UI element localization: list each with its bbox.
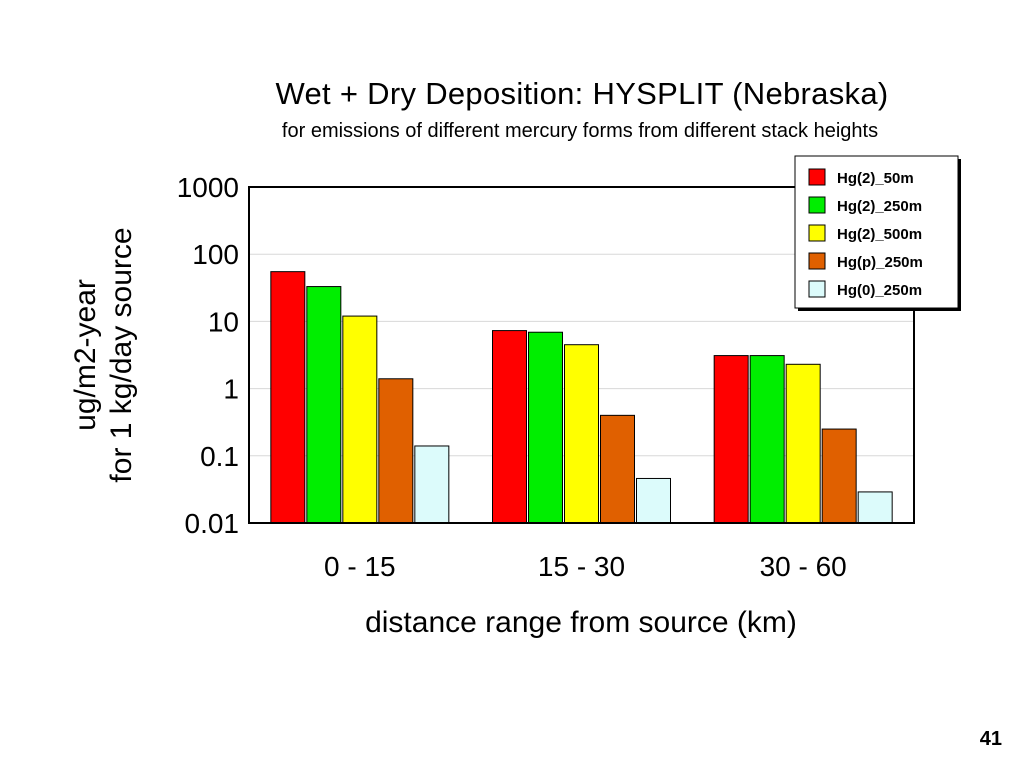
y-axis-ticks: 0.01 0.1 1 10 100 1000: [177, 172, 239, 539]
bar: [528, 331, 563, 524]
legend-swatch: [808, 196, 826, 214]
legend-label: Hg(2)_250m: [837, 198, 922, 215]
bar: [636, 477, 671, 524]
x-tick-label: 15 - 30: [538, 551, 625, 582]
legend-label: Hg(p)_250m: [837, 254, 923, 271]
bar: [713, 355, 749, 524]
bar: [857, 491, 893, 524]
x-axis-title: distance range from source (km): [365, 606, 797, 639]
bar: [749, 355, 785, 524]
bar: [785, 363, 821, 524]
bar: [821, 428, 857, 524]
legend-label: Hg(2)_50m: [837, 170, 914, 187]
bar: [492, 330, 527, 524]
y-axis-title: ug/m2-year for 1 kg/day source: [69, 227, 138, 482]
bar: [414, 445, 450, 524]
page-number: 41: [979, 728, 1002, 750]
y-tick-label: 1000: [177, 172, 239, 203]
x-tick-label: 30 - 60: [760, 551, 847, 582]
y-tick-label: 0.01: [185, 508, 240, 539]
bar: [378, 378, 414, 524]
legend-swatch: [808, 168, 826, 186]
legend-label: Hg(0)_250m: [837, 282, 922, 299]
bar: [564, 344, 599, 524]
y-tick-label: 100: [192, 239, 239, 270]
y-axis-title-line-2: for 1 kg/day source: [105, 227, 138, 482]
bar: [306, 286, 342, 524]
y-axis-title-line-1: ug/m2-year: [69, 279, 102, 431]
legend-swatch: [808, 280, 826, 298]
chart-subtitle: for emissions of different mercury forms…: [281, 120, 879, 142]
y-tick-label: 10: [208, 306, 239, 337]
bar: [342, 315, 378, 524]
legend-swatch: [808, 252, 826, 270]
legend-label: Hg(2)_500m: [837, 226, 922, 243]
plot-area-frame: [248, 186, 915, 524]
chart-title: Wet + Dry Deposition: HYSPLIT (Nebraska): [275, 76, 889, 111]
x-tick-label: 0 - 15: [324, 551, 396, 582]
legend: Hg(2)_50m Hg(2)_250m Hg(2)_500m Hg(p)_250m H…: [794, 155, 961, 311]
bar: [270, 271, 306, 524]
bar: [600, 414, 635, 524]
x-axis-ticks: 0 - 15 15 - 30 30 - 60: [324, 551, 847, 582]
y-tick-label: 0.1: [200, 441, 239, 472]
y-tick-label: 1: [223, 374, 239, 405]
bars: [270, 271, 893, 524]
legend-swatch: [808, 224, 826, 242]
